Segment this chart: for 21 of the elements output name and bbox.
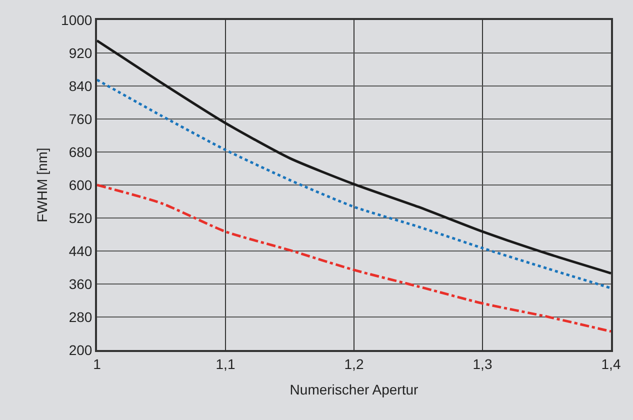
line-series — [97, 39, 611, 275]
x-tick-label: 1,4 — [601, 356, 621, 372]
y-tick-label: 360 — [68, 276, 92, 292]
line-series — [97, 78, 611, 290]
y-tick-label: 760 — [68, 110, 92, 127]
line-series — [97, 184, 611, 333]
y-tick-label: 200 — [68, 342, 92, 358]
x-tick-label: 1,2 — [344, 356, 364, 372]
x-tick-label: 1,1 — [216, 356, 236, 372]
x-axis-title: Numerischer Apertur — [290, 382, 419, 398]
y-tick-label: 1000 — [61, 12, 92, 28]
x-tick-label: 1 — [93, 356, 102, 372]
y-tick-label: 680 — [68, 144, 92, 160]
y-tick-label: 280 — [68, 308, 92, 325]
y-axis-title: FWHM [nm] — [34, 148, 50, 222]
y-tick-label: 520 — [68, 210, 92, 226]
y-tick-label: 920 — [68, 44, 92, 61]
y-tick-label: 440 — [68, 242, 92, 259]
y-tick-label: 600 — [68, 176, 92, 193]
x-tick-label: 1,3 — [472, 356, 492, 372]
y-tick-label: 840 — [68, 78, 92, 94]
